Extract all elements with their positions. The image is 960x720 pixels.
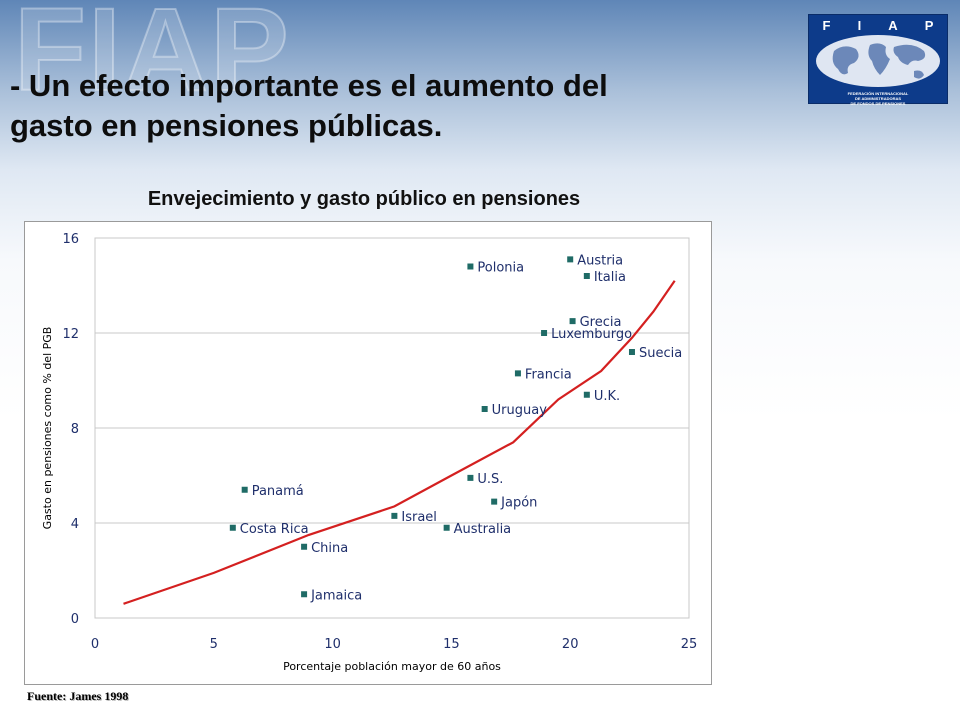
data-label: Japón xyxy=(500,496,537,511)
y-tick-label: 16 xyxy=(62,232,79,247)
data-point xyxy=(391,512,398,519)
data-point xyxy=(541,330,548,336)
trend-line xyxy=(123,280,676,605)
background-watermark: FIAP xyxy=(13,0,291,117)
data-point xyxy=(583,273,590,279)
data-point xyxy=(481,406,488,412)
data-point xyxy=(443,524,450,531)
y-tick-label: 0 xyxy=(71,612,79,627)
data-label: Uruguay xyxy=(492,403,548,418)
y-tick-label: 8 xyxy=(71,422,79,437)
x-tick-label: 20 xyxy=(562,637,579,652)
source-note: Fuente: James 1998 xyxy=(27,689,129,703)
logo-letter: P xyxy=(924,17,934,33)
chart-title: Envejecimiento y gasto público en pensio… xyxy=(147,188,581,210)
logo-caption-line: FEDERACIÓN INTERNACIONAL xyxy=(847,91,909,96)
data-label: Panamá xyxy=(252,484,304,499)
x-axis-label: Porcentaje población mayor de 60 años xyxy=(283,660,501,673)
data-label: Jamaica xyxy=(310,588,362,603)
logo-letter: A xyxy=(888,17,898,33)
data-label: Suecia xyxy=(639,346,682,361)
data-point xyxy=(229,524,236,531)
globe-icon xyxy=(816,35,940,87)
data-label: Italia xyxy=(594,270,626,285)
logo-caption-line: DE FONDOS DE PENSIONES xyxy=(850,101,906,106)
logo-letter: F xyxy=(822,17,831,33)
data-label: China xyxy=(311,541,348,556)
x-tick-label: 10 xyxy=(324,637,341,652)
data-label: U.K. xyxy=(594,389,620,404)
data-label: Grecia xyxy=(580,315,622,330)
data-point xyxy=(567,256,574,263)
data-point xyxy=(491,498,498,505)
data-label: Polonia xyxy=(477,261,524,276)
scatter-chart: 0 4 8 12 16 0 5 10 15 20 25 Porcentaje población ma… xyxy=(41,232,698,673)
data-point xyxy=(467,263,474,270)
data-point xyxy=(628,349,635,355)
headline-line-2: gasto en pensiones públicas. xyxy=(10,108,443,143)
data-label: Costa Rica xyxy=(240,522,309,537)
data-point xyxy=(583,391,590,398)
data-point xyxy=(514,370,521,377)
x-tick-label: 5 xyxy=(210,637,218,652)
data-label: U.S. xyxy=(477,472,503,487)
x-tick-label: 0 xyxy=(91,637,99,652)
data-label: Francia xyxy=(525,367,572,382)
data-point xyxy=(467,474,474,481)
fiap-logo: F I A P FEDERACIÓN INTERNACIONAL DE ADMI… xyxy=(808,14,948,106)
y-axis-label: Gasto en pensiones como % del PGB xyxy=(41,327,54,530)
logo-caption: FEDERACIÓN INTERNACIONAL DE ADMINISTRADO… xyxy=(811,91,945,106)
headline-line-1: - Un efecto importante es el aumento del xyxy=(10,68,608,103)
data-label: Israel xyxy=(401,510,437,525)
data-point xyxy=(569,318,576,325)
slide-headline: - Un efecto importante es el aumento del… xyxy=(10,66,770,146)
logo-letter: I xyxy=(857,17,862,33)
logo-caption-line: DE ADMINISTRADORAS xyxy=(854,96,902,101)
data-label: Australia xyxy=(454,522,512,537)
y-tick-label: 4 xyxy=(71,517,79,532)
data-label: Luxemburgo xyxy=(551,327,632,342)
x-tick-label: 15 xyxy=(443,637,460,652)
logo-letters: F I A P xyxy=(809,17,947,33)
data-point xyxy=(301,591,308,598)
y-tick-label: 12 xyxy=(62,327,79,342)
x-tick-label: 25 xyxy=(681,637,698,652)
data-point xyxy=(301,543,308,550)
data-label: Austria xyxy=(577,253,623,268)
data-point xyxy=(241,486,248,493)
chart-container: 0 4 8 12 16 0 5 10 15 20 25 Porcentaje población ma… xyxy=(24,221,712,685)
